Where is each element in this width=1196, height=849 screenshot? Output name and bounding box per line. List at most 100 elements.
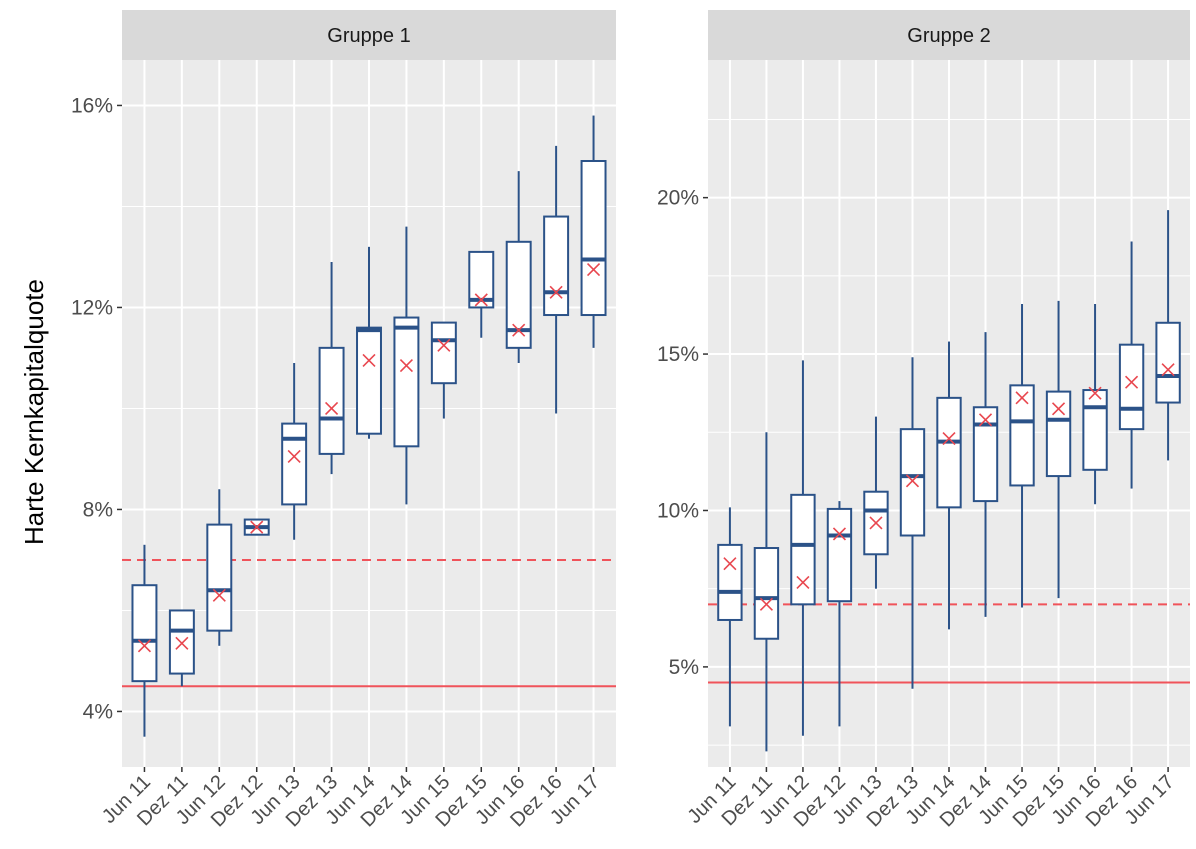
mean-marker (362, 353, 376, 368)
mean-marker-stroke (586, 263, 601, 277)
mean-marker (549, 285, 563, 299)
mean-marker-stroke (905, 474, 920, 488)
mean-marker-stroke (1051, 402, 1066, 416)
box-iqr (972, 406, 999, 503)
box-iqr (1155, 321, 1181, 404)
box-iqr (790, 493, 816, 606)
mean-marker-stroke (250, 520, 264, 534)
mean-marker-stroke (175, 636, 189, 650)
y-tick-label: 12% (71, 296, 113, 319)
mean-marker-stroke (796, 575, 810, 589)
mean-marker (1088, 386, 1102, 400)
box-8 (972, 332, 999, 617)
mean-marker (942, 431, 956, 446)
mean-marker (1125, 375, 1139, 389)
box-iqr (753, 547, 780, 640)
mean-marker (1015, 391, 1029, 405)
panel-strip (122, 10, 616, 60)
box-4 (243, 518, 270, 536)
box-11 (505, 171, 532, 363)
y-tick-label: 15% (657, 343, 699, 366)
box-1 (131, 544, 158, 737)
box-3 (790, 360, 816, 736)
box-iqr (717, 543, 743, 621)
box-iqr (936, 396, 962, 509)
mean-marker (1161, 363, 1175, 377)
mean-marker-stroke (1161, 363, 1175, 377)
panel-strip-label: Gruppe 2 (907, 25, 990, 47)
mean-marker (325, 401, 339, 416)
box-iqr (318, 346, 345, 455)
mean-marker (175, 636, 189, 650)
box-11 (1082, 304, 1108, 505)
box-iqr (1045, 390, 1072, 478)
mean-marker (512, 323, 526, 337)
box-6 (318, 262, 345, 475)
box-iqr (1082, 389, 1108, 471)
box-10 (1045, 300, 1072, 599)
mean-marker (474, 293, 488, 307)
box-9 (430, 321, 457, 419)
box-13 (1155, 210, 1181, 461)
mean-marker-stroke (759, 597, 773, 611)
box-13 (580, 115, 607, 348)
mean-marker (1051, 402, 1066, 416)
box-7 (356, 246, 382, 439)
box-iqr (505, 240, 532, 349)
box-1 (717, 507, 743, 727)
y-axis-label: Harte Kernkapitalquote (19, 279, 49, 545)
box-iqr (206, 523, 233, 632)
box-2 (753, 432, 780, 752)
box-iqr (1118, 343, 1145, 431)
box-10 (468, 250, 495, 338)
mean-marker (759, 597, 773, 611)
mean-marker (399, 358, 413, 373)
y-tick-label: 16% (71, 94, 113, 117)
mean-marker-stroke (287, 449, 301, 463)
box-iqr (826, 507, 853, 603)
box-iqr (281, 422, 308, 506)
y-tick-label: 20% (657, 187, 699, 210)
mean-marker-stroke (942, 431, 956, 446)
box-iqr (899, 428, 926, 537)
mean-marker (978, 413, 993, 427)
mean-marker-stroke (325, 401, 339, 416)
mean-marker (212, 588, 226, 602)
mean-marker-stroke (399, 358, 413, 373)
mean-marker (250, 520, 264, 534)
box-iqr (430, 321, 457, 385)
box-iqr (356, 326, 382, 435)
mean-marker (905, 474, 920, 488)
mean-marker-stroke (549, 285, 563, 299)
mean-marker-stroke (474, 293, 488, 307)
mean-marker-stroke (212, 588, 226, 602)
mean-marker (869, 516, 883, 530)
y-tick-label: 5% (669, 656, 699, 679)
box-iqr (1009, 384, 1035, 487)
mean-marker (586, 263, 601, 277)
y-tick-label: 4% (83, 700, 113, 723)
mean-marker (287, 449, 301, 463)
mean-marker-stroke (869, 516, 883, 530)
box-12 (1118, 241, 1145, 489)
panel-strip-label: Gruppe 1 (327, 25, 410, 47)
box-9 (1009, 304, 1035, 608)
mean-marker-stroke (1088, 386, 1102, 400)
box-8 (393, 226, 420, 505)
panel-strip (708, 10, 1190, 60)
mean-marker-stroke (362, 353, 376, 368)
box-5 (281, 363, 308, 540)
box-iqr (543, 215, 570, 317)
mean-marker (796, 575, 810, 589)
box-4 (826, 501, 853, 727)
y-tick-label: 8% (83, 498, 113, 521)
mean-marker-stroke (512, 323, 526, 337)
mean-marker (137, 639, 152, 653)
mean-marker-stroke (137, 639, 152, 653)
box-iqr (131, 584, 158, 683)
box-3 (206, 489, 233, 646)
mean-marker-stroke (437, 338, 451, 352)
